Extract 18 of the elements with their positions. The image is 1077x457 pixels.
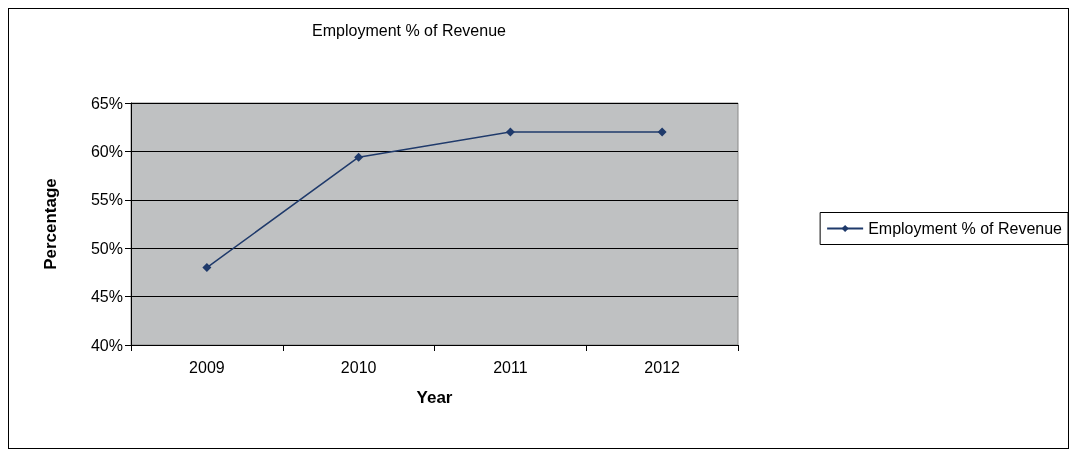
x-tick-label: 2012 bbox=[644, 358, 681, 376]
y-tick-label: 55% bbox=[90, 191, 123, 209]
x-tick-label: 2011 bbox=[493, 358, 528, 376]
x-tick-label: 2009 bbox=[189, 358, 225, 376]
point bbox=[202, 263, 212, 273]
y-axis-title: Percentage bbox=[41, 178, 60, 270]
y-tick-label: 50% bbox=[90, 239, 123, 257]
point bbox=[505, 127, 515, 137]
legend-label: Employment % of Revenue bbox=[868, 220, 1063, 237]
x-axis-title: Year bbox=[416, 388, 453, 407]
point bbox=[657, 127, 667, 137]
y-tick-label: 60% bbox=[90, 142, 123, 160]
y-tick-label: 45% bbox=[90, 288, 123, 306]
point bbox=[354, 152, 364, 162]
chart-title: Employment % of Revenue bbox=[312, 21, 507, 39]
x-tick-label: 2010 bbox=[340, 358, 377, 376]
y-tick-label: 40% bbox=[90, 336, 123, 354]
y-tick-label: 65% bbox=[90, 94, 123, 112]
